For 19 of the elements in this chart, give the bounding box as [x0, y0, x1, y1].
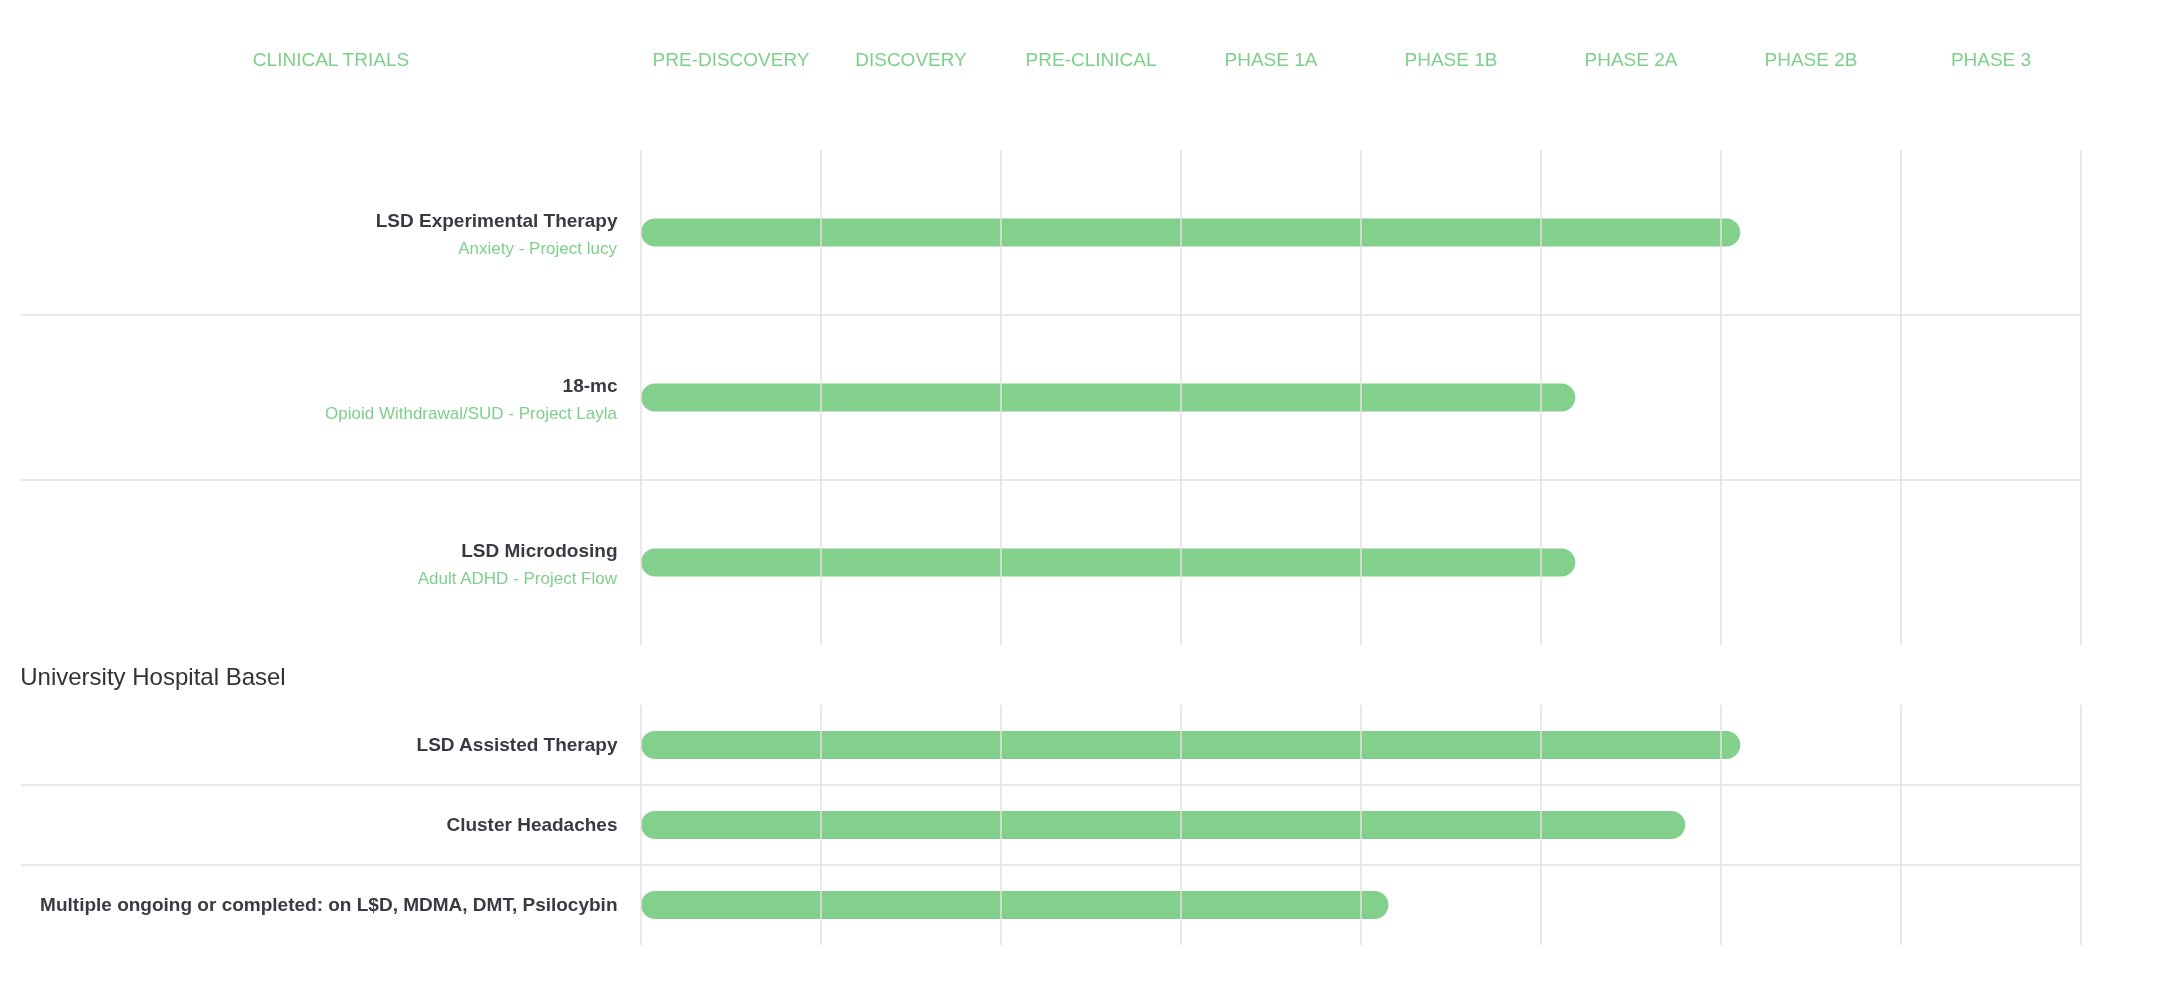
y-tick-label: LSD Assisted Therapy	[416, 734, 618, 755]
text: PRE-DISCOVERY	[652, 49, 810, 70]
text: Adult ADHD - Project Flow	[417, 568, 618, 588]
text: Opioid Withdrawal/SUD - Project Layla	[325, 403, 618, 423]
y-tick-label: LSD Experimental Therapy	[375, 209, 618, 231]
text: CLINICAL TRIALS	[252, 49, 410, 70]
text: PHASE 2B	[1764, 49, 1858, 70]
text: PHASE 1B	[1404, 49, 1498, 70]
y-tick-label: 18-mc	[562, 374, 618, 396]
text: Anxiety - Project lucy	[458, 238, 618, 258]
text: PHASE 3	[1950, 49, 2032, 70]
y-tick-label: LSD Microdosing	[461, 539, 618, 561]
text: PRE-CLINICAL	[1025, 49, 1157, 70]
text: PHASE 1A	[1224, 49, 1318, 70]
text: DISCOVERY	[855, 49, 968, 70]
text: University Hospital Basel	[20, 663, 286, 691]
text: PHASE 2A	[1584, 49, 1678, 70]
y-tick-label: Multiple ongoing or completed: on L$D, MDMA, DMT, Psilocybin	[40, 894, 618, 915]
y-tick-label: Cluster Headaches	[446, 814, 618, 835]
